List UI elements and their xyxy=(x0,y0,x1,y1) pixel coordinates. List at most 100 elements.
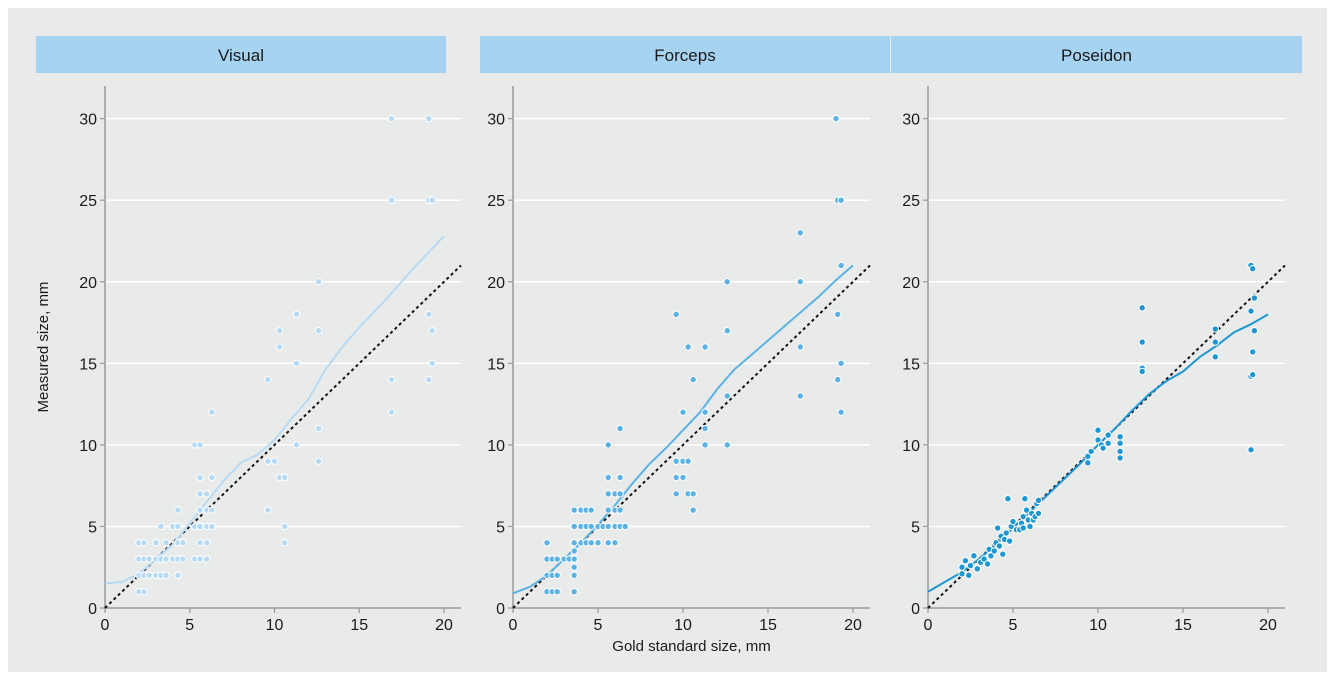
data-point xyxy=(995,542,1004,550)
y-tick-label: 0 xyxy=(496,601,505,618)
data-point xyxy=(1116,454,1124,462)
data-point xyxy=(425,310,433,319)
data-point xyxy=(162,555,170,563)
data-point xyxy=(611,539,619,547)
data-point xyxy=(275,326,284,335)
y-tick-label: 30 xyxy=(79,112,97,129)
data-point xyxy=(796,278,804,286)
panel-visual: Visual 0 5 10 15 20 25 30 0 5 10 15 20 Measured size,… xyxy=(35,36,462,634)
data-point xyxy=(1211,325,1220,333)
data-point xyxy=(1034,509,1043,518)
x-tick-label: 20 xyxy=(844,617,862,634)
data-point xyxy=(387,408,396,416)
data-point xyxy=(203,539,211,547)
data-point xyxy=(970,552,978,560)
y-tick-label: 20 xyxy=(79,275,97,292)
data-point xyxy=(616,506,624,514)
data-point xyxy=(1138,304,1146,312)
data-point xyxy=(264,375,272,384)
data-point xyxy=(553,555,561,563)
data-point xyxy=(570,522,578,531)
data-point xyxy=(837,196,845,204)
data-point xyxy=(672,310,680,319)
data-point xyxy=(264,457,272,465)
data-point xyxy=(616,424,624,433)
data-point xyxy=(1104,431,1112,439)
data-point xyxy=(701,408,709,416)
data-point xyxy=(1249,371,1257,379)
x-tick-label: 15 xyxy=(759,617,777,634)
data-point xyxy=(965,571,973,580)
x-tick-label: 0 xyxy=(101,617,110,634)
data-point xyxy=(570,506,578,514)
data-point xyxy=(604,490,612,498)
data-point xyxy=(543,539,551,547)
data-point xyxy=(292,310,301,319)
data-point xyxy=(387,114,396,123)
data-point xyxy=(701,441,709,449)
data-point xyxy=(428,196,436,204)
data-point xyxy=(1009,517,1017,526)
x-tick-label: 20 xyxy=(1259,617,1277,634)
data-point xyxy=(1247,307,1255,315)
data-point xyxy=(570,555,578,563)
x-tick-label: 10 xyxy=(1089,617,1107,634)
data-point xyxy=(684,343,692,351)
data-point xyxy=(796,343,804,351)
data-point xyxy=(1249,265,1257,273)
data-point xyxy=(604,539,612,547)
data-point xyxy=(1211,338,1220,346)
data-point xyxy=(723,441,731,449)
y-axis-title: Measured size, mm xyxy=(35,282,52,413)
data-point xyxy=(990,547,998,555)
data-point xyxy=(987,552,995,560)
x-tick-label: 5 xyxy=(185,617,194,634)
data-point xyxy=(1247,446,1255,454)
data-point xyxy=(570,587,578,596)
panel-title: Poseidon xyxy=(1061,46,1132,65)
data-point xyxy=(1019,524,1027,532)
y-tick-label: 15 xyxy=(487,356,505,373)
data-point xyxy=(208,408,216,416)
data-point xyxy=(314,278,323,286)
x-axis-title: Gold standard size, mm xyxy=(612,638,770,655)
data-point xyxy=(570,547,578,555)
panel-header xyxy=(480,36,890,73)
data-point xyxy=(208,506,216,514)
data-point xyxy=(679,408,687,416)
data-point xyxy=(604,441,612,449)
data-point xyxy=(832,114,840,123)
data-point xyxy=(723,392,731,400)
data-point xyxy=(174,506,182,514)
data-point xyxy=(140,539,148,547)
data-point xyxy=(1084,459,1092,467)
data-point xyxy=(280,522,289,531)
x-tick-label: 10 xyxy=(266,617,284,634)
data-point xyxy=(689,490,697,498)
data-point xyxy=(834,310,842,319)
data-point xyxy=(203,490,211,498)
data-point xyxy=(196,555,204,563)
y-tick-label: 10 xyxy=(79,438,97,455)
y-tick-label: 10 xyxy=(902,438,920,455)
data-point xyxy=(1094,436,1102,444)
x-tick-label: 0 xyxy=(924,617,933,634)
data-point xyxy=(796,392,804,400)
data-point xyxy=(196,522,204,531)
data-point xyxy=(604,473,612,482)
data-point xyxy=(1116,433,1124,441)
data-point xyxy=(292,359,301,368)
smooth-fit-curve xyxy=(512,264,854,595)
data-point xyxy=(1116,439,1124,447)
x-tick-label: 20 xyxy=(435,617,453,634)
data-point xyxy=(834,375,842,384)
data-point xyxy=(587,506,595,514)
y-tick-label: 15 xyxy=(902,356,920,373)
panel-title: Visual xyxy=(218,46,264,65)
y-tick-label: 0 xyxy=(911,601,920,618)
data-point xyxy=(1250,294,1259,302)
data-point xyxy=(314,457,323,465)
data-point xyxy=(425,114,433,123)
data-point xyxy=(162,571,170,580)
data-point xyxy=(1084,452,1092,460)
